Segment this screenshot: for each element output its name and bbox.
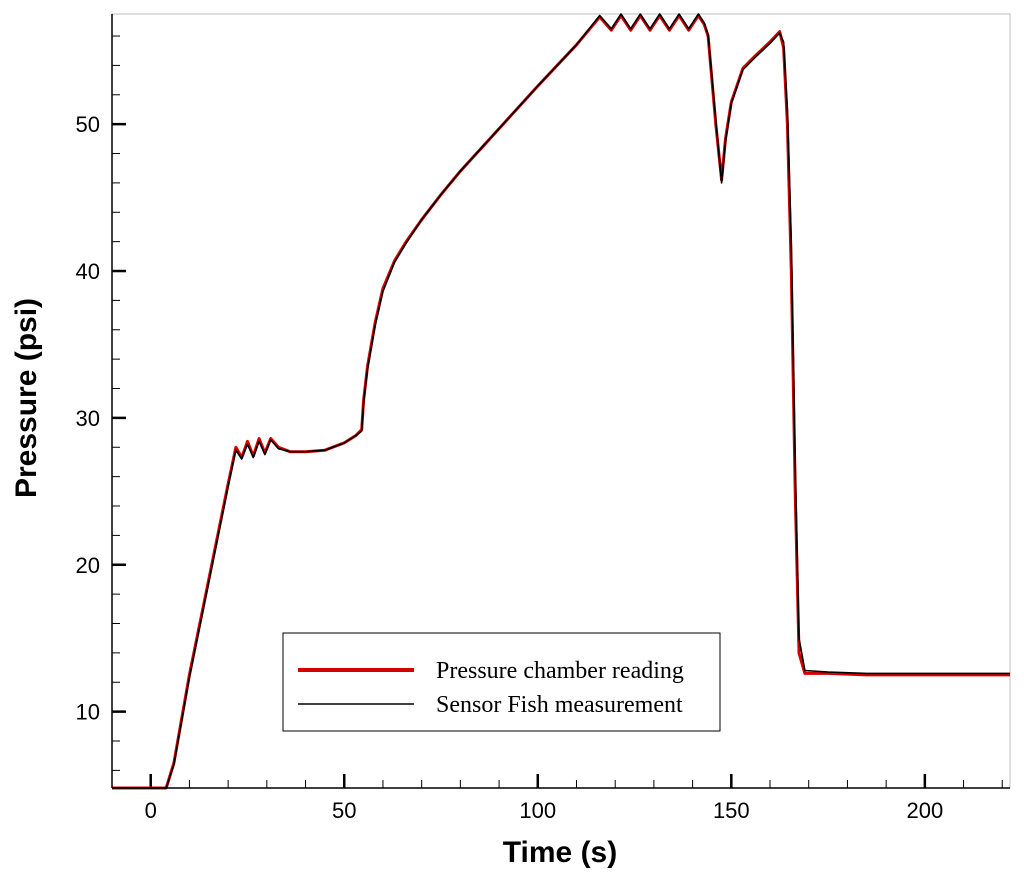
y-axis-title: Pressure (psi) bbox=[10, 298, 43, 498]
x-axis-title: Time (s) bbox=[503, 836, 617, 869]
x-tick-label: 0 bbox=[145, 798, 157, 823]
legend: Pressure chamber reading Sensor Fish mea… bbox=[282, 632, 721, 732]
x-tick-label: 100 bbox=[519, 798, 556, 823]
legend-label-sensor-fish: Sensor Fish measurement bbox=[436, 692, 683, 718]
series-layer bbox=[112, 13, 1010, 790]
series-line-sensor-fish bbox=[112, 13, 1010, 789]
y-tick-label: 40 bbox=[76, 259, 100, 284]
y-tick-label: 30 bbox=[76, 406, 100, 431]
x-tick-label: 50 bbox=[332, 798, 356, 823]
y-tick-label: 20 bbox=[76, 553, 100, 578]
legend-label-pressure-chamber: Pressure chamber reading bbox=[436, 658, 684, 684]
x-tick-label: 150 bbox=[713, 798, 750, 823]
y-tick-label: 10 bbox=[76, 700, 100, 725]
x-tick-label: 200 bbox=[906, 798, 943, 823]
y-tick-label: 50 bbox=[76, 112, 100, 137]
ticks-layer: 0 50 100 150 200 10 20 30 40 50 bbox=[76, 35, 1003, 823]
legend-box bbox=[282, 632, 721, 732]
